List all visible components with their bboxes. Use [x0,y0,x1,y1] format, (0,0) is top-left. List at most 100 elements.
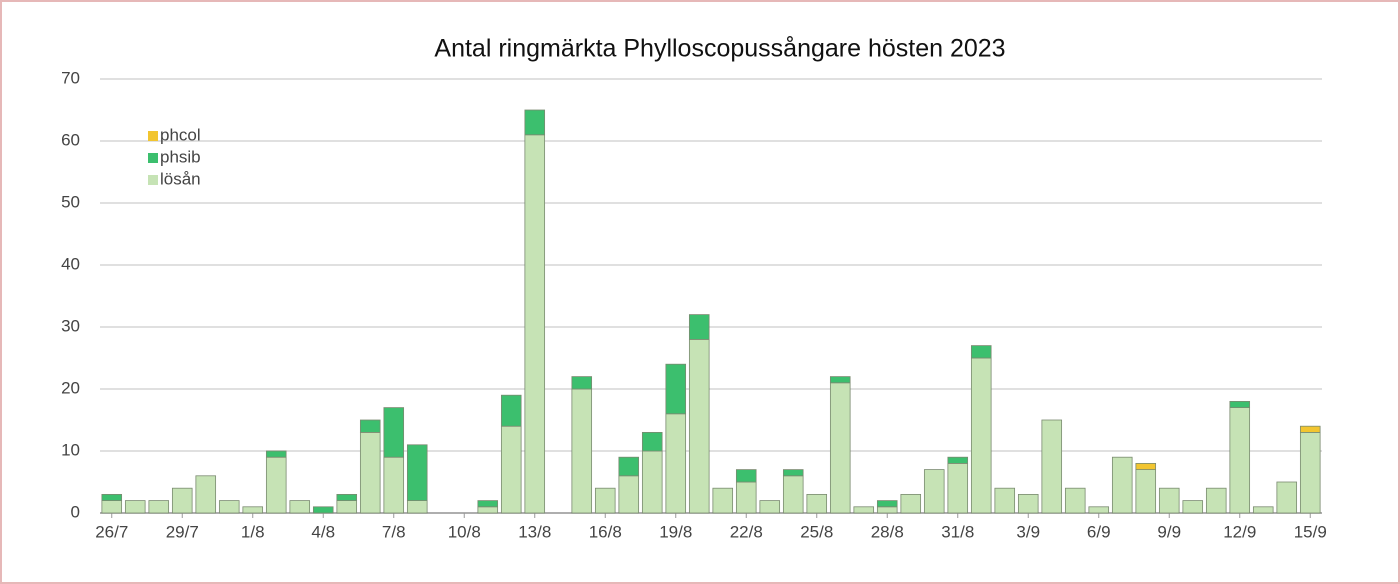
bar-segment [336,500,358,514]
bar-segment [312,506,334,514]
bar-segment [829,376,851,384]
bar-segment [1205,487,1227,514]
bar-segment [477,500,499,508]
x-tick-label: 26/7 [95,522,128,541]
bar-segment [571,388,593,514]
bar-segment [195,475,217,514]
bar-segment [359,419,381,433]
bar-segment [1111,456,1133,514]
bar-segment [1017,493,1039,514]
x-tick-label: 4/8 [311,522,335,541]
bar-segment [1135,462,1157,470]
legend-label: phcol [160,125,201,144]
x-tick-label: 1/8 [241,522,265,541]
legend-label: lösån [160,169,201,188]
bar-segment [970,345,992,359]
bar-segment [265,456,287,514]
legend-swatch [148,175,158,185]
bar-segment [265,450,287,458]
bar-segment [1229,400,1251,408]
bar-segment [688,338,710,514]
bar-segment [1252,506,1274,514]
bar-segment [1276,481,1298,514]
y-tick-label: 10 [61,440,80,459]
bar-segment [289,500,311,514]
chart-title: Antal ringmärkta Phylloscopussångare hös… [434,35,1005,63]
bar-segment [124,500,146,514]
x-tick-label: 12/9 [1223,522,1256,541]
bar-segment [101,493,123,501]
bar-segment [782,469,804,477]
x-tick-label: 28/8 [871,522,904,541]
bar-segment [735,481,757,514]
x-tick-label: 9/9 [1157,522,1181,541]
bar-segment [876,500,898,508]
x-tick-label: 31/8 [941,522,974,541]
bar-segment [618,475,640,514]
bar-segment [1088,506,1110,514]
bar-segment [782,475,804,514]
bar-segment [806,493,828,514]
bar-segment [947,456,969,464]
x-tick-label: 7/8 [382,522,406,541]
bar-segment [383,407,405,458]
bar-segment [641,450,663,514]
x-tick-label: 19/8 [659,522,692,541]
legend-label: phsib [160,147,201,166]
bar-segment [1182,500,1204,514]
bar-segment [500,425,522,514]
legend-swatch [148,131,158,141]
y-tick-label: 60 [61,130,80,149]
bar-segment [1299,431,1321,514]
bar-segment [1229,407,1251,514]
x-tick-label: 16/8 [589,522,622,541]
x-tick-label: 10/8 [448,522,481,541]
bar-segment [641,431,663,452]
bar-segment [947,462,969,514]
bar-segment [406,500,428,514]
bar-segment [594,487,616,514]
y-tick-label: 50 [61,192,80,211]
bar-segment [665,413,687,514]
bar-segment [406,444,428,501]
x-tick-label: 3/9 [1016,522,1040,541]
x-tick-label: 13/8 [518,522,551,541]
bar-segment [759,500,781,514]
bar-segment [829,382,851,514]
bar-segment [735,469,757,483]
bar-segment [383,456,405,514]
bar-segment [688,314,710,340]
bar-segment [101,500,123,514]
bar-segment [900,493,922,514]
x-tick-label: 25/8 [800,522,833,541]
bar-segment [1135,469,1157,514]
bar-segment [524,134,546,514]
x-tick-label: 22/8 [730,522,763,541]
legend-swatch [148,153,158,163]
bar-segment [1299,425,1321,433]
x-tick-label: 15/9 [1294,522,1327,541]
bar-segment [171,487,193,514]
bar-segment [970,357,992,514]
bar-segment [1041,419,1063,514]
bar-segment [218,500,240,514]
bar-segment [242,506,264,514]
bar-segment [148,500,170,514]
bar-segment [876,506,898,514]
y-tick-label: 70 [61,68,80,87]
y-tick-label: 0 [71,502,80,521]
bar-segment [1064,487,1086,514]
bar-segment [336,493,358,501]
bar-segment [500,394,522,427]
x-tick-label: 29/7 [166,522,199,541]
bar-segment [359,431,381,514]
bar-segment [665,363,687,415]
bar-segment [994,487,1016,514]
y-tick-label: 30 [61,316,80,335]
y-tick-label: 40 [61,254,80,273]
bar-segment [477,506,499,514]
x-tick-label: 6/9 [1087,522,1111,541]
bar-segment [712,487,734,514]
bar-segment [524,109,546,136]
